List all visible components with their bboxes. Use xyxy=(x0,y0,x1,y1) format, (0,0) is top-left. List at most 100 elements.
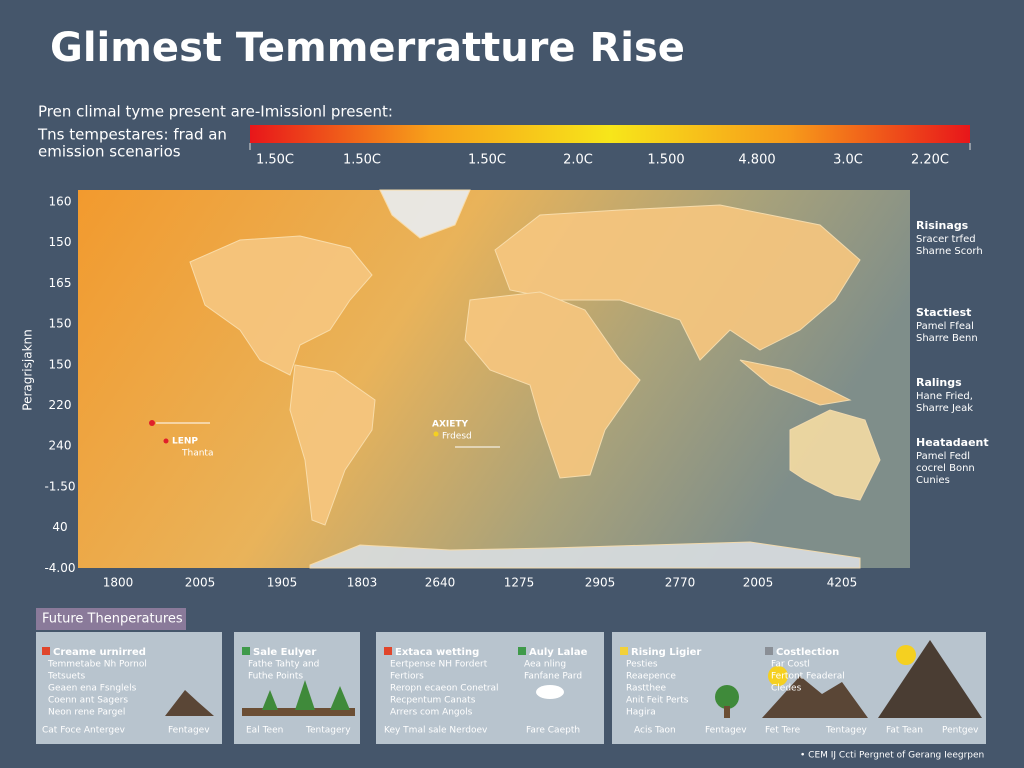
africa xyxy=(464,291,641,479)
marker-dot xyxy=(433,431,439,437)
marker-label: LENP xyxy=(172,437,198,447)
tree-icon xyxy=(715,685,739,709)
panel-header: Extaca wetting xyxy=(395,647,479,658)
panel-item: Fertiors xyxy=(390,672,424,682)
side-note-line: Pamel Fedl xyxy=(916,451,970,462)
x-label: 1905 xyxy=(267,576,298,590)
header-marker xyxy=(620,647,628,655)
panel-item: Fanfane Pard xyxy=(524,672,582,682)
y-label: 150 xyxy=(49,357,72,371)
y-label: 220 xyxy=(49,398,72,412)
islands xyxy=(739,359,852,406)
side-note-line: Sracer trfed xyxy=(916,234,976,245)
header-marker xyxy=(765,647,773,655)
panel-item: Tetsuets xyxy=(47,672,85,682)
panel-item: Geaen ena Fsnglels xyxy=(48,684,137,694)
trunk-icon xyxy=(724,706,730,718)
panel-item: Reropn ecaeon Conetral xyxy=(390,684,499,694)
footer: • CEM IJ Ccti Pergnet of Gerang Ieegrpen xyxy=(800,751,984,761)
panel-header: Sale Eulyer xyxy=(253,647,316,658)
panel-header: Costlection xyxy=(776,647,839,658)
title: Glimest Temmerratture Rise xyxy=(50,25,685,71)
panel-footer: Tentagey xyxy=(825,726,868,736)
y-label: -1.50 xyxy=(44,479,75,493)
scale-label: 1.50C xyxy=(468,153,506,168)
header-marker xyxy=(384,647,392,655)
side-note-line: Sharre Jeak xyxy=(916,403,973,414)
panel-item: Fertont Feaderal xyxy=(771,672,845,682)
panel-item: Anit Feit Perts xyxy=(626,696,689,706)
x-label: 2640 xyxy=(425,576,456,590)
side-note-line: Cunies xyxy=(916,475,950,486)
y-label: 165 xyxy=(49,276,72,290)
y-label: 150 xyxy=(49,317,72,331)
x-label: 2770 xyxy=(665,576,696,590)
panel-footer: Eal Teen xyxy=(246,726,283,736)
tree-icon xyxy=(262,680,350,710)
sun-icon xyxy=(896,645,916,665)
panel-footer: Fat Tean xyxy=(886,726,923,736)
panel-item: Rastthee xyxy=(626,684,667,694)
panel-item: Eertpense NH Fordert xyxy=(390,660,488,670)
x-label: 2005 xyxy=(185,576,216,590)
panel xyxy=(36,632,222,744)
marker-label: AXIETY xyxy=(432,420,469,430)
panel-footer: Fentagev xyxy=(168,726,210,736)
y-label: 240 xyxy=(49,439,72,453)
header-marker xyxy=(42,647,50,655)
y-label: 40 xyxy=(52,520,67,534)
color-scale xyxy=(250,125,970,143)
mountain-icon xyxy=(878,640,982,718)
side-note-title: Stactiest xyxy=(916,306,971,319)
side-note-title: Heatadaent xyxy=(916,436,989,449)
side-note-title: Ralings xyxy=(916,376,962,389)
panel-item: Neon rene Pargel xyxy=(48,708,125,718)
panel-footer: Key Tmal sale Nerdoev xyxy=(384,726,488,736)
x-label: 1275 xyxy=(504,576,535,590)
australia xyxy=(789,409,881,501)
header-marker xyxy=(242,647,250,655)
marker-sub: Thanta xyxy=(181,449,213,459)
panel-header: Creame urnirred xyxy=(53,647,146,658)
subtitle: emission scenarios xyxy=(38,143,181,161)
subtitle: Pren climal tyme present are-Imissionl p… xyxy=(38,103,393,121)
x-label: 1803 xyxy=(347,576,378,590)
panel-item: Cledes xyxy=(771,684,802,694)
panel-header: Auly Lalae xyxy=(529,647,588,658)
scale-label: 1.500 xyxy=(647,153,684,168)
y-label: 150 xyxy=(49,235,72,249)
scale-label: 1.50C xyxy=(343,153,381,168)
marker-dot xyxy=(149,420,155,426)
scale-label: 2.20C xyxy=(911,153,949,168)
side-note-title: Risinags xyxy=(916,219,969,232)
panel-item: Fathe Tahty and xyxy=(248,660,319,670)
legend-title: Future Thenperatures xyxy=(42,612,183,627)
panel-item: Recpentum Canats xyxy=(390,696,476,706)
mountain-icon xyxy=(165,690,214,716)
scale-label: 4.800 xyxy=(738,153,775,168)
panel-item: Arrers com Angols xyxy=(390,708,473,718)
north-america xyxy=(189,235,373,376)
panel-item: Pesties xyxy=(626,660,658,670)
subtitle: Tns tempestares: frad an xyxy=(37,126,227,144)
panel-header: Rising Ligier xyxy=(631,647,701,658)
panel-item: Futhe Points xyxy=(248,672,303,682)
side-note-line: cocrel Bonn xyxy=(916,463,975,474)
sun-icon xyxy=(768,666,788,686)
y-axis-title: Peragrisjaknn xyxy=(21,329,35,410)
antarctica xyxy=(309,541,861,569)
legend-title-box xyxy=(36,608,186,630)
cloud-icon xyxy=(536,685,564,699)
side-note-line: Sharre Benn xyxy=(916,333,978,344)
panel xyxy=(234,632,360,744)
y-label: 160 xyxy=(49,195,72,209)
continents xyxy=(189,189,881,569)
icons xyxy=(165,640,982,718)
x-label: 4205 xyxy=(827,576,858,590)
panel-item: Hagira xyxy=(626,708,656,718)
panel-item: Temmetabe Nh Pornol xyxy=(47,660,147,670)
panel-footer: Cat Foce Antergev xyxy=(42,726,126,736)
x-label: 2905 xyxy=(585,576,616,590)
south-america xyxy=(289,364,376,526)
